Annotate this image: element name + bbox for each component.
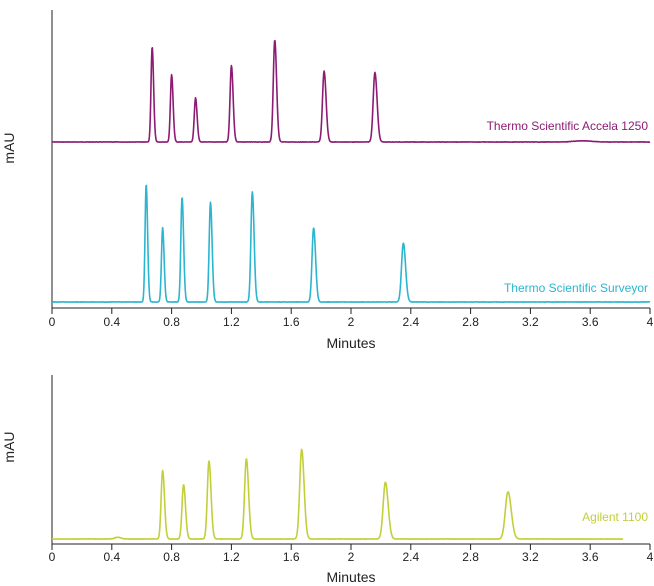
x-axis-title: Minutes xyxy=(326,569,375,585)
x-tick-label: 3.2 xyxy=(522,550,539,564)
x-tick-label: 0.4 xyxy=(103,315,120,329)
x-tick-label: 0.8 xyxy=(163,550,180,564)
chart-panel-2: 0 0.4 0.8 1.2 1.6 2 2.4 2.8 3.2 3.6 4 Minutes mAU Agi… xyxy=(1,375,654,585)
x-tick-label: 2 xyxy=(348,315,355,329)
x-tick-label: 2 xyxy=(348,550,355,564)
series-line xyxy=(51,184,651,303)
x-tick-label: 2.4 xyxy=(402,550,419,564)
x-tick-label: 0.8 xyxy=(163,315,180,329)
x-tick-label: 3.6 xyxy=(582,550,599,564)
x-tick-label: 1.6 xyxy=(283,315,300,329)
x-tick-label: 1.6 xyxy=(283,550,300,564)
x-tick-label: 2.4 xyxy=(402,315,419,329)
x-tick-label: 1.2 xyxy=(223,550,240,564)
x-tick-label: 0 xyxy=(49,315,56,329)
x-tick-label: 0 xyxy=(49,550,56,564)
series-label: Agilent 1100 xyxy=(582,510,648,524)
series-label: Thermo Scientific Surveyor xyxy=(504,281,648,295)
y-axis-title: mAU xyxy=(1,132,17,163)
x-tick-label: 1.2 xyxy=(223,315,240,329)
x-tick-label: 4 xyxy=(647,550,654,564)
y-axis-title: mAU xyxy=(1,431,17,462)
x-tick-label: 2.8 xyxy=(462,315,479,329)
x-tick-label: 3.6 xyxy=(582,315,599,329)
x-tick-label: 4 xyxy=(647,315,654,329)
series-label: Thermo Scientific Accela 1250 xyxy=(487,119,649,133)
series-line xyxy=(51,448,624,540)
series-line xyxy=(51,39,651,143)
x-tick-label: 2.8 xyxy=(462,550,479,564)
x-tick-label: 3.2 xyxy=(522,315,539,329)
x-tick-label: 0.4 xyxy=(103,550,120,564)
chart-panel-1: 0 0.4 0.8 1.2 1.6 2 2.4 2.8 3.2 3.6 4 Minutes mAU The… xyxy=(1,10,654,351)
x-axis-title: Minutes xyxy=(326,335,375,351)
